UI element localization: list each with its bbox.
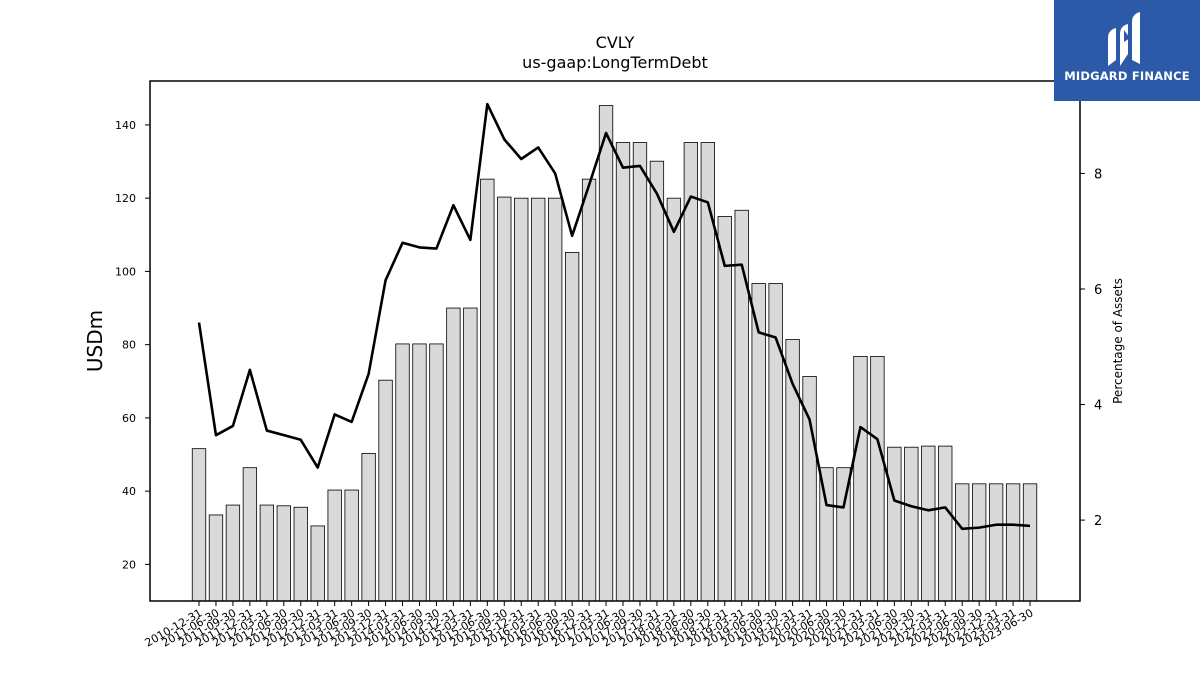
bar — [955, 483, 970, 602]
chart-title: CVLY — [596, 33, 635, 52]
line-group — [197, 102, 1031, 531]
axes-group: 2040608010012014024682010-12-312011-06-3… — [115, 119, 1102, 650]
bar — [310, 525, 325, 602]
bar — [259, 504, 274, 602]
y-tick-label: 40 — [122, 485, 136, 498]
bar — [191, 448, 207, 602]
chart-subtitle: us-gaap:LongTermDebt — [522, 53, 708, 72]
bar — [717, 216, 732, 602]
bar — [972, 483, 987, 602]
y2-tick-label: 8 — [1094, 167, 1102, 182]
bar — [412, 343, 427, 602]
bar — [395, 343, 410, 602]
bar — [785, 339, 800, 602]
bar — [327, 489, 342, 602]
bar — [293, 506, 308, 602]
y2-tick-label: 4 — [1094, 399, 1102, 414]
bar — [700, 142, 715, 602]
bar — [480, 178, 495, 602]
bar — [225, 504, 241, 602]
bar — [598, 105, 614, 602]
bar — [921, 445, 936, 602]
plot-frame — [149, 80, 1081, 602]
bar — [853, 355, 868, 602]
bar — [564, 251, 580, 602]
bar — [615, 142, 631, 602]
bar — [242, 467, 258, 602]
bars-group — [191, 105, 1038, 602]
bar — [581, 178, 597, 602]
bar — [768, 283, 783, 602]
bar — [938, 445, 953, 602]
bar — [904, 446, 919, 602]
y-tick-label: 100 — [115, 265, 136, 278]
y-axis-label: USDm — [83, 310, 107, 372]
y-tick-label: 60 — [122, 412, 136, 425]
bar — [378, 379, 393, 602]
logo-text: MIDGARD FINANCE — [1064, 69, 1190, 83]
bar — [988, 483, 1004, 602]
series-line — [197, 102, 1031, 531]
bar — [548, 197, 563, 602]
y2-tick-label: 2 — [1094, 514, 1102, 529]
bar — [649, 160, 665, 602]
bar — [361, 453, 376, 602]
bar — [887, 446, 902, 602]
bar — [446, 307, 461, 602]
bar — [632, 142, 648, 602]
bar — [1005, 483, 1021, 602]
bar — [344, 489, 359, 602]
bar — [208, 514, 224, 602]
y-tick-label: 80 — [122, 339, 136, 352]
y-tick-label: 120 — [115, 192, 136, 205]
bar — [666, 197, 682, 602]
y2-tick-label: 6 — [1094, 283, 1102, 298]
y2-axis-label: Percentage of Assets — [1111, 278, 1125, 404]
bar — [276, 505, 291, 602]
bar — [683, 142, 698, 602]
bar — [429, 343, 444, 602]
bar — [463, 307, 478, 602]
midgard-finance-logo: MIDGARD FINANCE — [1054, 0, 1200, 101]
y-tick-label: 20 — [122, 558, 136, 571]
bar — [497, 196, 512, 602]
bar — [870, 355, 885, 602]
y-tick-label: 140 — [115, 119, 136, 132]
bar — [1022, 483, 1038, 602]
bar — [514, 197, 529, 602]
bar — [531, 197, 546, 602]
logo-mark-icon — [1108, 12, 1140, 66]
